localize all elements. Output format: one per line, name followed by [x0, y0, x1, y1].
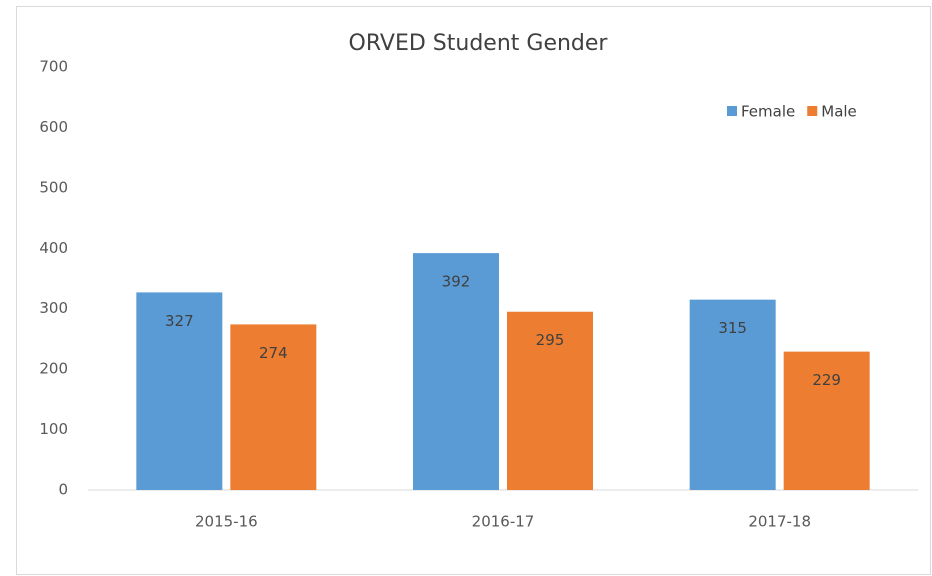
- legend-swatch: [727, 106, 737, 116]
- legend-swatch: [807, 106, 818, 116]
- data-label: 327: [165, 312, 194, 330]
- x-tick-label: 2015-16: [195, 513, 258, 531]
- legend-label: Male: [821, 103, 857, 121]
- x-tick-label: 2017-18: [748, 513, 811, 531]
- y-tick-label: 200: [39, 360, 68, 378]
- y-tick-label: 300: [39, 299, 68, 317]
- bar: [413, 253, 499, 490]
- y-tick-label: 0: [58, 481, 68, 499]
- data-label: 274: [259, 344, 288, 362]
- bar: [783, 351, 870, 490]
- y-tick-label: 500: [39, 178, 68, 196]
- bar: [689, 299, 776, 490]
- data-label: 392: [442, 273, 471, 291]
- y-tick-label: 600: [39, 118, 68, 136]
- bar: [136, 292, 223, 490]
- y-tick-label: 400: [39, 239, 68, 257]
- legend-label: Female: [741, 103, 795, 121]
- x-tick-label: 2016-17: [472, 513, 535, 531]
- data-label: 229: [812, 371, 841, 389]
- data-label: 315: [718, 319, 747, 337]
- data-label: 295: [536, 331, 565, 349]
- y-tick-label: 100: [39, 420, 68, 438]
- bar: [230, 324, 317, 490]
- chart-title: ORVED Student Gender: [349, 31, 609, 56]
- bar: [507, 311, 593, 490]
- y-tick-label: 700: [39, 58, 68, 76]
